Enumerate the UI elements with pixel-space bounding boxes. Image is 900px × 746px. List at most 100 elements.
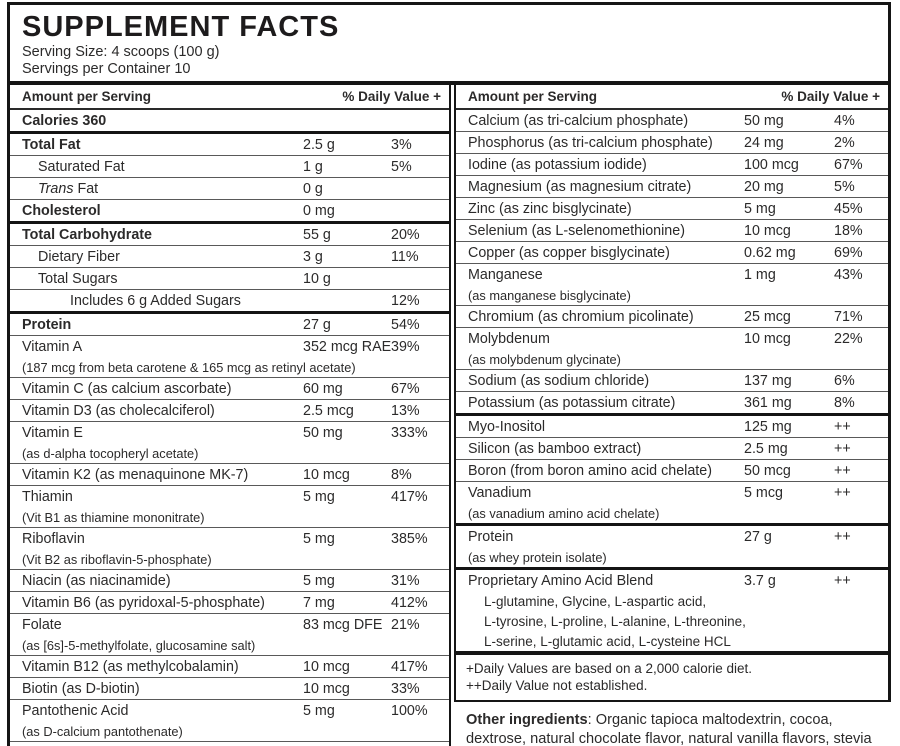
table-row: Trans Fat 0 g xyxy=(10,177,449,199)
nutrient-daily-value: 417% xyxy=(391,488,428,505)
nutrient-amount: 25 mcg xyxy=(744,308,791,325)
nutrient-source-text: (as [6s]-5-methylfolate, glucosamine sal… xyxy=(22,637,256,653)
nutrient-source-note: (Vit B2 as riboflavin-5-phosphate) xyxy=(10,549,449,569)
nutrient-name: Sodium (as sodium chloride) xyxy=(468,372,650,389)
table-row: Chromium (as chromium picolinate) 25 mcg 7… xyxy=(456,305,888,327)
left-nutrient-table: Amount per Serving % Daily Value + Calor… xyxy=(7,85,451,746)
table-row: Boron (from boron amino acid chelate) 50 … xyxy=(456,459,888,481)
nutrient-daily-value: ++ xyxy=(834,528,851,545)
table-row: Total Carbohydrate 55 g 20% xyxy=(10,221,449,245)
daily-value-header: % Daily Value + xyxy=(342,89,441,104)
nutrient-daily-value: 412% xyxy=(391,594,428,611)
nutrient-amount: 10 g xyxy=(303,270,331,287)
nutrient-daily-value: 12% xyxy=(391,292,420,309)
nutrient-name: Iodine (as potassium iodide) xyxy=(468,156,647,173)
nutrient-amount: 50 mg xyxy=(744,112,784,129)
nutrient-name: Vitamin D3 (as cholecalciferol) xyxy=(22,402,215,419)
footnotes: +Daily Values are based on a 2,000 calor… xyxy=(456,655,888,700)
label-header: SUPPLEMENT FACTS Serving Size: 4 scoops … xyxy=(7,2,891,81)
nutrient-name: Myo-Inositol xyxy=(468,418,546,435)
nutrient-amount: 5 mg xyxy=(303,702,335,719)
left-table-rows: Calories 360 Total Fat 2.5 g 3% Saturated Fa… xyxy=(10,110,449,746)
other-ingredients: Other ingredients: Organic tapioca malto… xyxy=(454,702,891,746)
nutrient-daily-value: 2% xyxy=(834,134,855,151)
nutrient-name: Vitamin A xyxy=(22,338,83,355)
table-row: Calories 360 xyxy=(10,110,449,131)
table-row: Protein 27 g ++ xyxy=(456,523,888,547)
nutrient-source-note: (187 mcg from beta carotene & 165 mcg as… xyxy=(10,357,449,377)
nutrient-source-text: (as D-calcium pantothenate) xyxy=(22,723,183,739)
nutrient-daily-value: 5% xyxy=(834,178,855,195)
table-row: Vitamin A 352 mcg RAE 39% xyxy=(10,335,449,357)
amount-per-serving-header: Amount per Serving xyxy=(22,89,152,104)
table-row: Vitamin C (as calcium ascorbate) 60 mg 67% xyxy=(10,377,449,399)
nutrient-amount: 2.5 mg xyxy=(744,440,788,457)
nutrient-amount: 0 g xyxy=(303,180,323,197)
nutrient-name: Chromium (as chromium picolinate) xyxy=(468,308,694,325)
nutrient-source-text: (as molybdenum glycinate) xyxy=(468,351,621,367)
nutrient-amount: 50 mcg xyxy=(744,462,791,479)
nutrient-name: Molybdenum xyxy=(468,330,550,347)
nutrient-amount: 60 mg xyxy=(303,380,343,397)
nutrient-daily-value: 67% xyxy=(834,156,863,173)
nutrient-amount: 2.5 g xyxy=(303,136,335,153)
table-row: Protein 27 g 54% xyxy=(10,311,449,335)
nutrient-name: Selenium (as L-selenomethionine) xyxy=(468,222,685,239)
blend-ingredient-text: L-tyrosine, L-proline, L-alanine, L-thre… xyxy=(484,613,746,629)
table-row: Dietary Fiber 3 g 11% xyxy=(10,245,449,267)
nutrient-source-text: (Vit B1 as thiamine mononitrate) xyxy=(22,509,205,525)
nutrient-amount: 10 mcg xyxy=(303,466,350,483)
nutrient-name: Calories 360 xyxy=(22,112,107,129)
nutrient-name: Biotin (as D-biotin) xyxy=(22,680,140,697)
footnote-divider-bar xyxy=(456,651,888,655)
nutrient-amount: 2.5 mcg xyxy=(303,402,354,419)
nutrient-amount: 125 mg xyxy=(744,418,792,435)
nutrient-name: Silicon (as bamboo extract) xyxy=(468,440,642,457)
nutrient-source-note: (as d-alpha tocopheryl acetate) xyxy=(10,443,449,463)
nutrient-daily-value: 45% xyxy=(834,200,863,217)
daily-value-header: % Daily Value + xyxy=(781,89,880,104)
table-row: Vitamin B6 (as pyridoxal-5-phosphate) 7 m… xyxy=(10,591,449,613)
nutrient-name: Pantothenic Acid xyxy=(22,702,129,719)
footnote-not-established: ++Daily Value not established. xyxy=(466,678,648,693)
nutrient-name: Cholesterol xyxy=(22,202,101,219)
other-ingredients-text: : Organic tapioca maltodextrin, cocoa, d… xyxy=(466,712,872,746)
nutrient-amount: 1 mg xyxy=(744,266,776,283)
nutrient-amount: 5 mcg xyxy=(744,484,783,501)
nutrient-amount: 3 g xyxy=(303,248,323,265)
nutrient-daily-value: ++ xyxy=(834,572,851,589)
table-row: Copper (as copper bisglycinate) 0.62 mg 69… xyxy=(456,241,888,263)
nutrient-source-text: (187 mcg from beta carotene & 165 mcg as… xyxy=(22,359,356,375)
nutrient-name: Vitamin K2 (as menaquinone MK-7) xyxy=(22,466,249,483)
nutrient-name: Copper (as copper bisglycinate) xyxy=(468,244,670,261)
servings-per-container: Servings per Container 10 xyxy=(22,61,191,77)
table-row: Pantothenic Acid 5 mg 100% xyxy=(10,699,449,721)
table-row: Riboflavin 5 mg 385% xyxy=(10,527,449,549)
nutrient-daily-value: 5% xyxy=(391,158,412,175)
nutrient-source-note: (as molybdenum glycinate) xyxy=(456,349,888,369)
right-nutrient-table: Amount per Serving % Daily Value + Calci… xyxy=(454,85,891,702)
nutrient-amount: 0.62 mg xyxy=(744,244,796,261)
nutrient-amount: 3.7 g xyxy=(744,572,776,589)
footnote-daily-values: +Daily Values are based on a 2,000 calor… xyxy=(466,661,753,676)
nutrient-name: Dietary Fiber xyxy=(38,248,120,265)
nutrient-daily-value: 54% xyxy=(391,316,420,333)
nutrient-daily-value: 71% xyxy=(834,308,863,325)
nutrient-daily-value: 4% xyxy=(834,112,855,129)
nutrient-amount: 1 g xyxy=(303,158,323,175)
nutrient-daily-value: 417% xyxy=(391,658,428,675)
nutrient-name: Thiamin xyxy=(22,488,73,505)
nutrient-daily-value: 69% xyxy=(834,244,863,261)
nutrient-amount: 7 mg xyxy=(303,594,335,611)
nutrient-daily-value: 100% xyxy=(391,702,428,719)
table-row: Includes 6 g Added Sugars 12% xyxy=(10,289,449,311)
nutrient-amount: 0 mg xyxy=(303,202,335,219)
nutrient-daily-value: 23% xyxy=(391,744,443,746)
table-row: Proprietary Amino Acid Blend 3.7 g ++ xyxy=(456,567,888,591)
nutrient-amount: 361 mg xyxy=(744,394,792,411)
right-table-rows: Calcium (as tri-calcium phosphate) 50 mg 4… xyxy=(456,110,888,651)
table-row: Selenium (as L-selenomethionine) 10 mcg 18… xyxy=(456,219,888,241)
nutrient-source-note: (as [6s]-5-methylfolate, glucosamine sal… xyxy=(10,635,449,655)
nutrient-daily-value: 22% xyxy=(834,330,863,347)
nutrient-name: Protein xyxy=(468,528,514,545)
